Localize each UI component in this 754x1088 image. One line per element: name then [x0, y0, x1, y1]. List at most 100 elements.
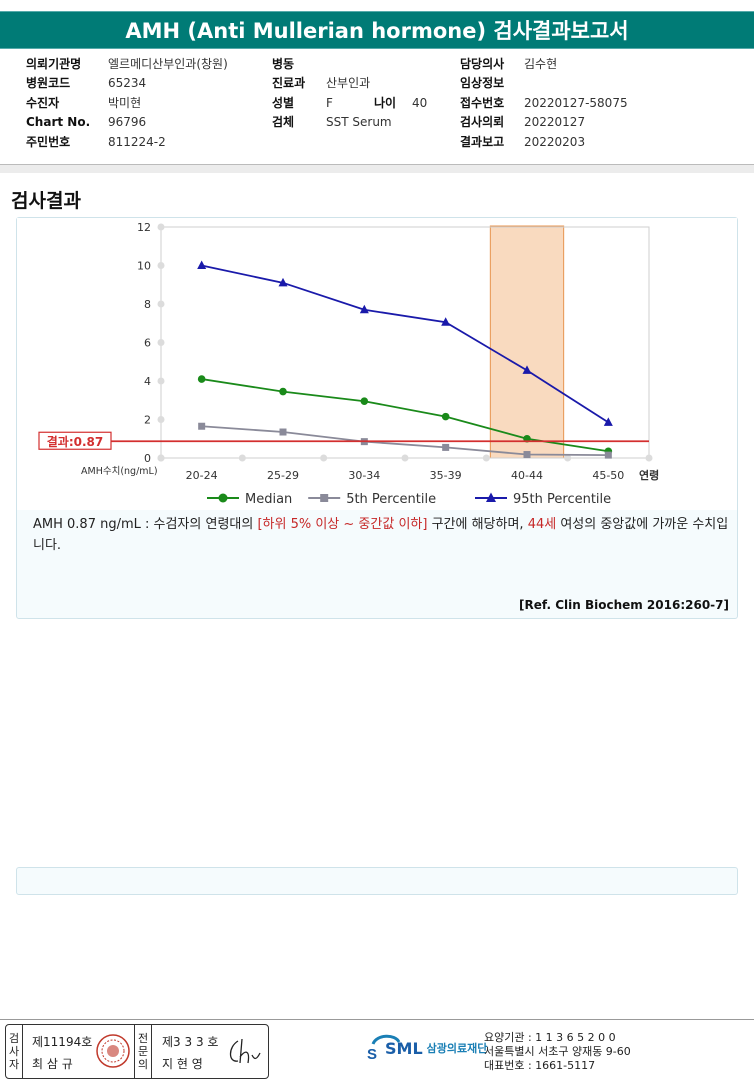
- data-point: [360, 397, 369, 406]
- org-address: 서울특별시 서초구 양재동 9-60: [484, 1045, 631, 1058]
- data-point: [278, 277, 288, 287]
- value-receipt-no: 20220127-58075: [524, 95, 628, 110]
- x-tick-dot: [157, 454, 165, 462]
- value-report-date: 20220203: [524, 134, 586, 149]
- label-resident-no: 주민번호: [26, 134, 71, 149]
- label-request-date: 검사의뢰: [460, 115, 505, 130]
- x-tick-dot: [320, 454, 328, 462]
- desc-part3: 구간에 해당하며,: [427, 517, 528, 532]
- y-tick-label: 6: [144, 337, 151, 350]
- y-tick-label: 10: [137, 260, 151, 273]
- data-point: [197, 375, 206, 383]
- section-title: 검사결과: [11, 190, 81, 212]
- amh-chart: 0 2 4 6 8 10 12 20-24 25-29 30-34 35-39 40-44 45-50 연…: [38, 221, 659, 507]
- report-title: AMH (Anti Mullerian hormone) 검사결과보고서: [0, 11, 754, 49]
- data-point: [523, 451, 531, 459]
- label-sex: 성별: [272, 95, 295, 110]
- data-point: [442, 443, 450, 451]
- org-name: 삼광의료재단: [426, 1042, 488, 1055]
- label-department: 진료과: [272, 76, 306, 91]
- legend-marker: [486, 492, 496, 502]
- desc-part5: 여성의 중앙값에 가까운 수치입니다.: [33, 517, 729, 553]
- value-requesting-institution: 엘르메디산부인과(창원): [108, 57, 228, 71]
- value-department: 산부인과: [326, 76, 371, 91]
- legend-label: Median: [245, 492, 292, 507]
- data-point: [522, 365, 532, 374]
- series-line: [201, 425, 609, 457]
- data-point: [604, 451, 612, 459]
- inspector-no: 제11194호: [32, 1035, 93, 1049]
- data-point: [279, 428, 287, 436]
- value-resident-no: 811224-2: [108, 134, 166, 149]
- value-doctor: 김수현: [524, 57, 558, 71]
- legend-label: 95th Percentile: [513, 492, 611, 507]
- label-clinical-info: 임상정보: [460, 76, 505, 91]
- org-info: 요양기관 : 1 1 3 6 5 2 0 0 서울특별시 서초구 양재동 9-6…: [484, 1031, 631, 1073]
- x-tick-label: 20-24: [186, 469, 218, 482]
- x-tick-dot: [482, 454, 490, 462]
- value-specimen: SST Serum: [326, 115, 392, 130]
- label-doctor: 담당의사: [460, 57, 505, 71]
- section-band: [0, 165, 754, 173]
- value-chart-no: 96796: [108, 115, 147, 130]
- x-tick-label: 25-29: [267, 469, 299, 482]
- result-label: 결과:0.87: [47, 434, 104, 449]
- x-tick-label: 45-50: [592, 469, 624, 482]
- label-receipt-no: 접수번호: [460, 95, 505, 110]
- data-point: [359, 304, 369, 314]
- label-hospital-code: 병원코드: [26, 76, 71, 91]
- label-requesting-institution: 의뢰기관명: [26, 57, 82, 71]
- data-point: [197, 260, 207, 269]
- result-description: AMH 0.87 ng/mL : 수검자의 연령대의 [하위 5% 이상 ~ 중…: [33, 514, 733, 556]
- label-chart-no: Chart No.: [26, 115, 91, 130]
- desc-part1: AMH 0.87 ng/mL : 수검자의 연령대의: [33, 517, 258, 532]
- chart-container: 0 2 4 6 8 10 12 20-24 25-29 30-34 35-39 40-44 45-50 연…: [17, 218, 737, 510]
- specialist-name: 지 현 영: [162, 1057, 203, 1071]
- value-patient: 박미현: [108, 95, 142, 110]
- logo-sml-text: SML: [385, 1038, 423, 1058]
- data-point: [441, 317, 451, 326]
- x-tick-dot: [238, 454, 246, 462]
- y-tick-label: 8: [144, 298, 151, 311]
- highlight-band: [489, 225, 565, 459]
- y-tick-label: 2: [144, 414, 151, 427]
- desc-range: [하위 5% 이상 ~ 중간값 이하]: [257, 517, 428, 532]
- inspector-name: 최 삼 규: [32, 1057, 73, 1071]
- comment-box: [16, 867, 738, 895]
- x-tick-dot: [645, 454, 653, 462]
- value-hospital-code: 65234: [108, 76, 147, 91]
- result-panel: 0 2 4 6 8 10 12 20-24 25-29 30-34 35-39 40-44 45-50 연…: [16, 217, 738, 619]
- y-tick-dot: [157, 223, 165, 231]
- label-ward: 병동: [272, 57, 295, 71]
- legend-marker: [320, 494, 329, 502]
- x-tick-label: 40-44: [511, 469, 543, 482]
- x-axis-label: 연령: [639, 468, 659, 482]
- legend-label: 5th Percentile: [346, 492, 436, 507]
- y-tick-dot: [157, 339, 165, 346]
- sml-logo-mark-icon: S: [367, 1034, 401, 1063]
- series-line: [201, 264, 609, 424]
- y-tick-label: 12: [137, 221, 151, 234]
- y-axis-label: AMH수치(ng/mL): [81, 465, 158, 477]
- reference: [Ref. Clin Biochem 2016:260-7]: [519, 598, 729, 612]
- y-tick-dot: [157, 262, 165, 269]
- value-request-date: 20220127: [524, 115, 586, 130]
- divider: [0, 164, 754, 165]
- x-tick-dot: [401, 454, 409, 462]
- label-age: 나이: [374, 95, 397, 110]
- label-specimen: 검체: [272, 115, 295, 130]
- data-point: [603, 417, 613, 426]
- label-patient: 수진자: [26, 95, 60, 110]
- y-tick-label: 4: [144, 375, 151, 388]
- footer-divider: [0, 1019, 754, 1020]
- data-point: [279, 387, 287, 396]
- logo-text: S: [367, 1046, 377, 1063]
- seal-stamp: [96, 1034, 130, 1068]
- sml-logo: S SML 삼광의료재단: [365, 1032, 487, 1064]
- org-code: 요양기관 : 1 1 3 6 5 2 0 0: [484, 1031, 616, 1044]
- data-point: [441, 412, 450, 421]
- info-right: 담당의사 김수현 임상정보 접수번호 20220127-58075 검사의뢰 2022…: [460, 55, 628, 152]
